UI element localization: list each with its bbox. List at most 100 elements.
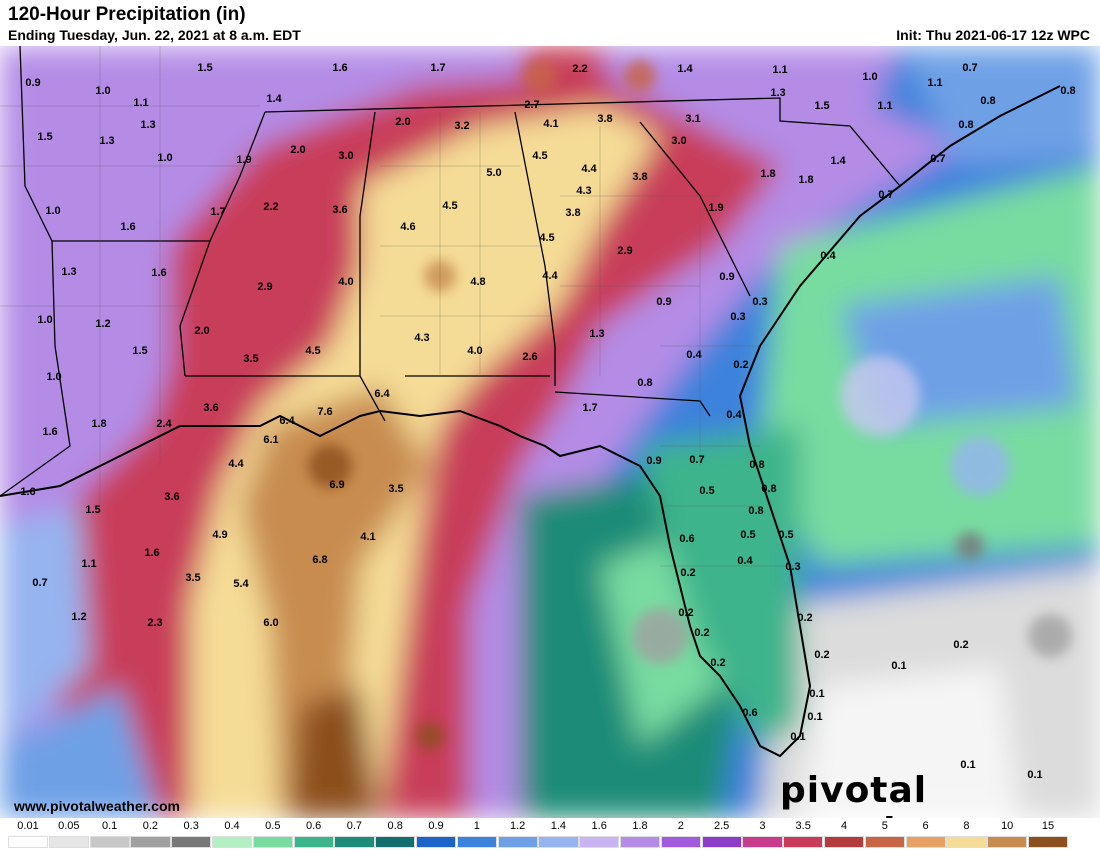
precip-value-label: 1.1 xyxy=(772,64,787,76)
precip-value-label: 0.8 xyxy=(761,483,776,495)
precip-value-label: 3.8 xyxy=(565,207,580,219)
precip-value-label: 1.8 xyxy=(91,418,106,430)
precip-value-label: 0.1 xyxy=(807,711,822,723)
color-legend: 0.01 0.05 0.1 0.2 0.3 0.4 0.5 0.6 0.7 0.8 0.9 1 1.2 1… xyxy=(0,818,1100,850)
precip-value-label: 4.5 xyxy=(532,150,547,162)
precip-value-label: 4.1 xyxy=(360,531,375,543)
precip-value-label: 1.6 xyxy=(120,221,135,233)
precip-value-label: 4.5 xyxy=(442,200,457,212)
precip-value-label: 0.7 xyxy=(689,454,704,466)
precip-value-label: 3.5 xyxy=(388,483,403,495)
legend-label: 4 xyxy=(840,820,848,832)
precip-value-label: 4.4 xyxy=(228,458,244,470)
precip-value-label: 2.7 xyxy=(524,99,539,111)
precip-value-label: 0.8 xyxy=(1060,85,1075,97)
precip-value-label: 0.7 xyxy=(962,62,977,74)
page-title: 120-Hour Precipitation (in) xyxy=(8,4,246,25)
legend-swatch xyxy=(375,836,416,848)
precip-value-label: 1.5 xyxy=(85,504,100,516)
precip-value-label: 0.2 xyxy=(680,567,695,579)
legend-swatch xyxy=(905,836,946,848)
legend-swatch xyxy=(8,836,49,848)
legend-label: 0.2 xyxy=(142,820,159,832)
website-url[interactable]: www.pivotalweather.com xyxy=(14,798,180,814)
precip-value-label: 3.5 xyxy=(243,353,258,365)
precip-value-label: 0.5 xyxy=(699,485,714,497)
precip-value-label: 0.1 xyxy=(790,731,805,743)
precip-value-label: 1.9 xyxy=(708,202,723,214)
precip-value-label: 0.6 xyxy=(679,533,694,545)
legend-label: 0.5 xyxy=(265,820,281,832)
precip-value-label: 0.7 xyxy=(930,153,945,165)
precip-value-label: 1.3 xyxy=(61,266,76,278)
precip-value-label: 1.4 xyxy=(677,63,693,75)
precip-value-label: 4.4 xyxy=(542,270,558,282)
precip-value-label: 2.6 xyxy=(522,351,537,363)
precip-value-label: 1.6 xyxy=(151,267,166,279)
precip-value-label: 1.7 xyxy=(430,62,445,74)
precip-value-label: 5.0 xyxy=(486,167,501,179)
precip-value-label: 2.0 xyxy=(290,144,305,156)
precip-value-label: 1.7 xyxy=(210,206,225,218)
legend-swatch xyxy=(538,836,579,848)
legend-swatch xyxy=(334,836,375,848)
precip-value-label: 1.6 xyxy=(332,62,347,74)
precip-value-label: 1.5 xyxy=(37,131,52,143)
legend-swatch xyxy=(701,836,742,848)
valid-time: Ending Tuesday, Jun. 22, 2021 at 8 a.m. … xyxy=(8,27,301,43)
precip-value-label: 2.4 xyxy=(156,418,172,430)
precip-value-label: 2.3 xyxy=(147,617,162,629)
precip-value-label: 0.7 xyxy=(878,189,893,201)
precip-value-label: 4.3 xyxy=(414,332,429,344)
precip-value-label: 0.5 xyxy=(740,529,755,541)
precip-value-label: 6.8 xyxy=(312,554,327,566)
precip-value-label: 0.1 xyxy=(809,688,824,700)
legend-label: 0.4 xyxy=(224,820,240,832)
legend-label: 1.4 xyxy=(550,820,567,832)
legend-swatch xyxy=(864,836,906,848)
legend-swatch xyxy=(987,836,1028,848)
precip-value-label: 6.0 xyxy=(263,617,278,629)
legend-swatch xyxy=(89,836,130,848)
legend-label: 0.01 xyxy=(17,820,39,832)
precip-value-label: 0.4 xyxy=(686,349,702,361)
legend-label: 15 xyxy=(1041,820,1055,832)
precip-value-label: 0.9 xyxy=(719,271,734,283)
precip-value-label: 1.0 xyxy=(157,152,172,164)
precip-value-label: 3.8 xyxy=(632,171,647,183)
legend-label: 1.8 xyxy=(632,820,648,832)
precip-value-label: 0.3 xyxy=(752,296,767,308)
legend-label: 6 xyxy=(922,820,929,832)
precip-value-label: 4.5 xyxy=(305,345,320,357)
legend-label: 0.05 xyxy=(58,820,80,832)
header: 120-Hour Precipitation (in) Ending Tuesd… xyxy=(0,0,1100,46)
legend-swatch xyxy=(48,836,90,848)
precip-value-label: 6.1 xyxy=(263,434,278,446)
precip-value-label: 0.2 xyxy=(953,639,968,651)
precip-value-label: 0.4 xyxy=(820,250,836,262)
precip-values: 1.5 1.6 1.7 2.2 1.4 1.1 0.7 0.9 1.0 1.1 1.4 1.0 1.1 1… xyxy=(20,62,1075,781)
precip-value-label: 0.2 xyxy=(694,627,709,639)
precip-value-label: 2.9 xyxy=(257,281,272,293)
precip-value-label: 0.7 xyxy=(32,577,47,589)
precip-value-label: 1.3 xyxy=(770,87,785,99)
precip-value-label: 0.4 xyxy=(737,555,753,567)
precip-value-label: 1.0 xyxy=(46,371,61,383)
legend-label: 2 xyxy=(677,820,684,832)
precip-value-label: 1.5 xyxy=(197,62,212,74)
precip-value-label: 3.6 xyxy=(203,402,218,414)
precip-value-label: 0.1 xyxy=(960,759,975,771)
legend-swatch xyxy=(824,836,865,848)
precip-value-label: 1.1 xyxy=(877,100,892,112)
legend-swatch xyxy=(946,836,987,848)
precip-value-label: 0.2 xyxy=(710,657,725,669)
precip-value-label: 1.1 xyxy=(133,97,148,109)
precip-value-label: 4.1 xyxy=(543,118,558,130)
precip-value-label: 3.8 xyxy=(597,113,612,125)
precip-value-label: 0.2 xyxy=(678,607,693,619)
precip-value-label: 0.8 xyxy=(958,119,973,131)
precip-value-label: 2.0 xyxy=(395,116,410,128)
precip-value-label: 6.4 xyxy=(374,388,390,400)
precip-value-label: 3.6 xyxy=(164,491,179,503)
legend-swatch xyxy=(130,836,171,848)
